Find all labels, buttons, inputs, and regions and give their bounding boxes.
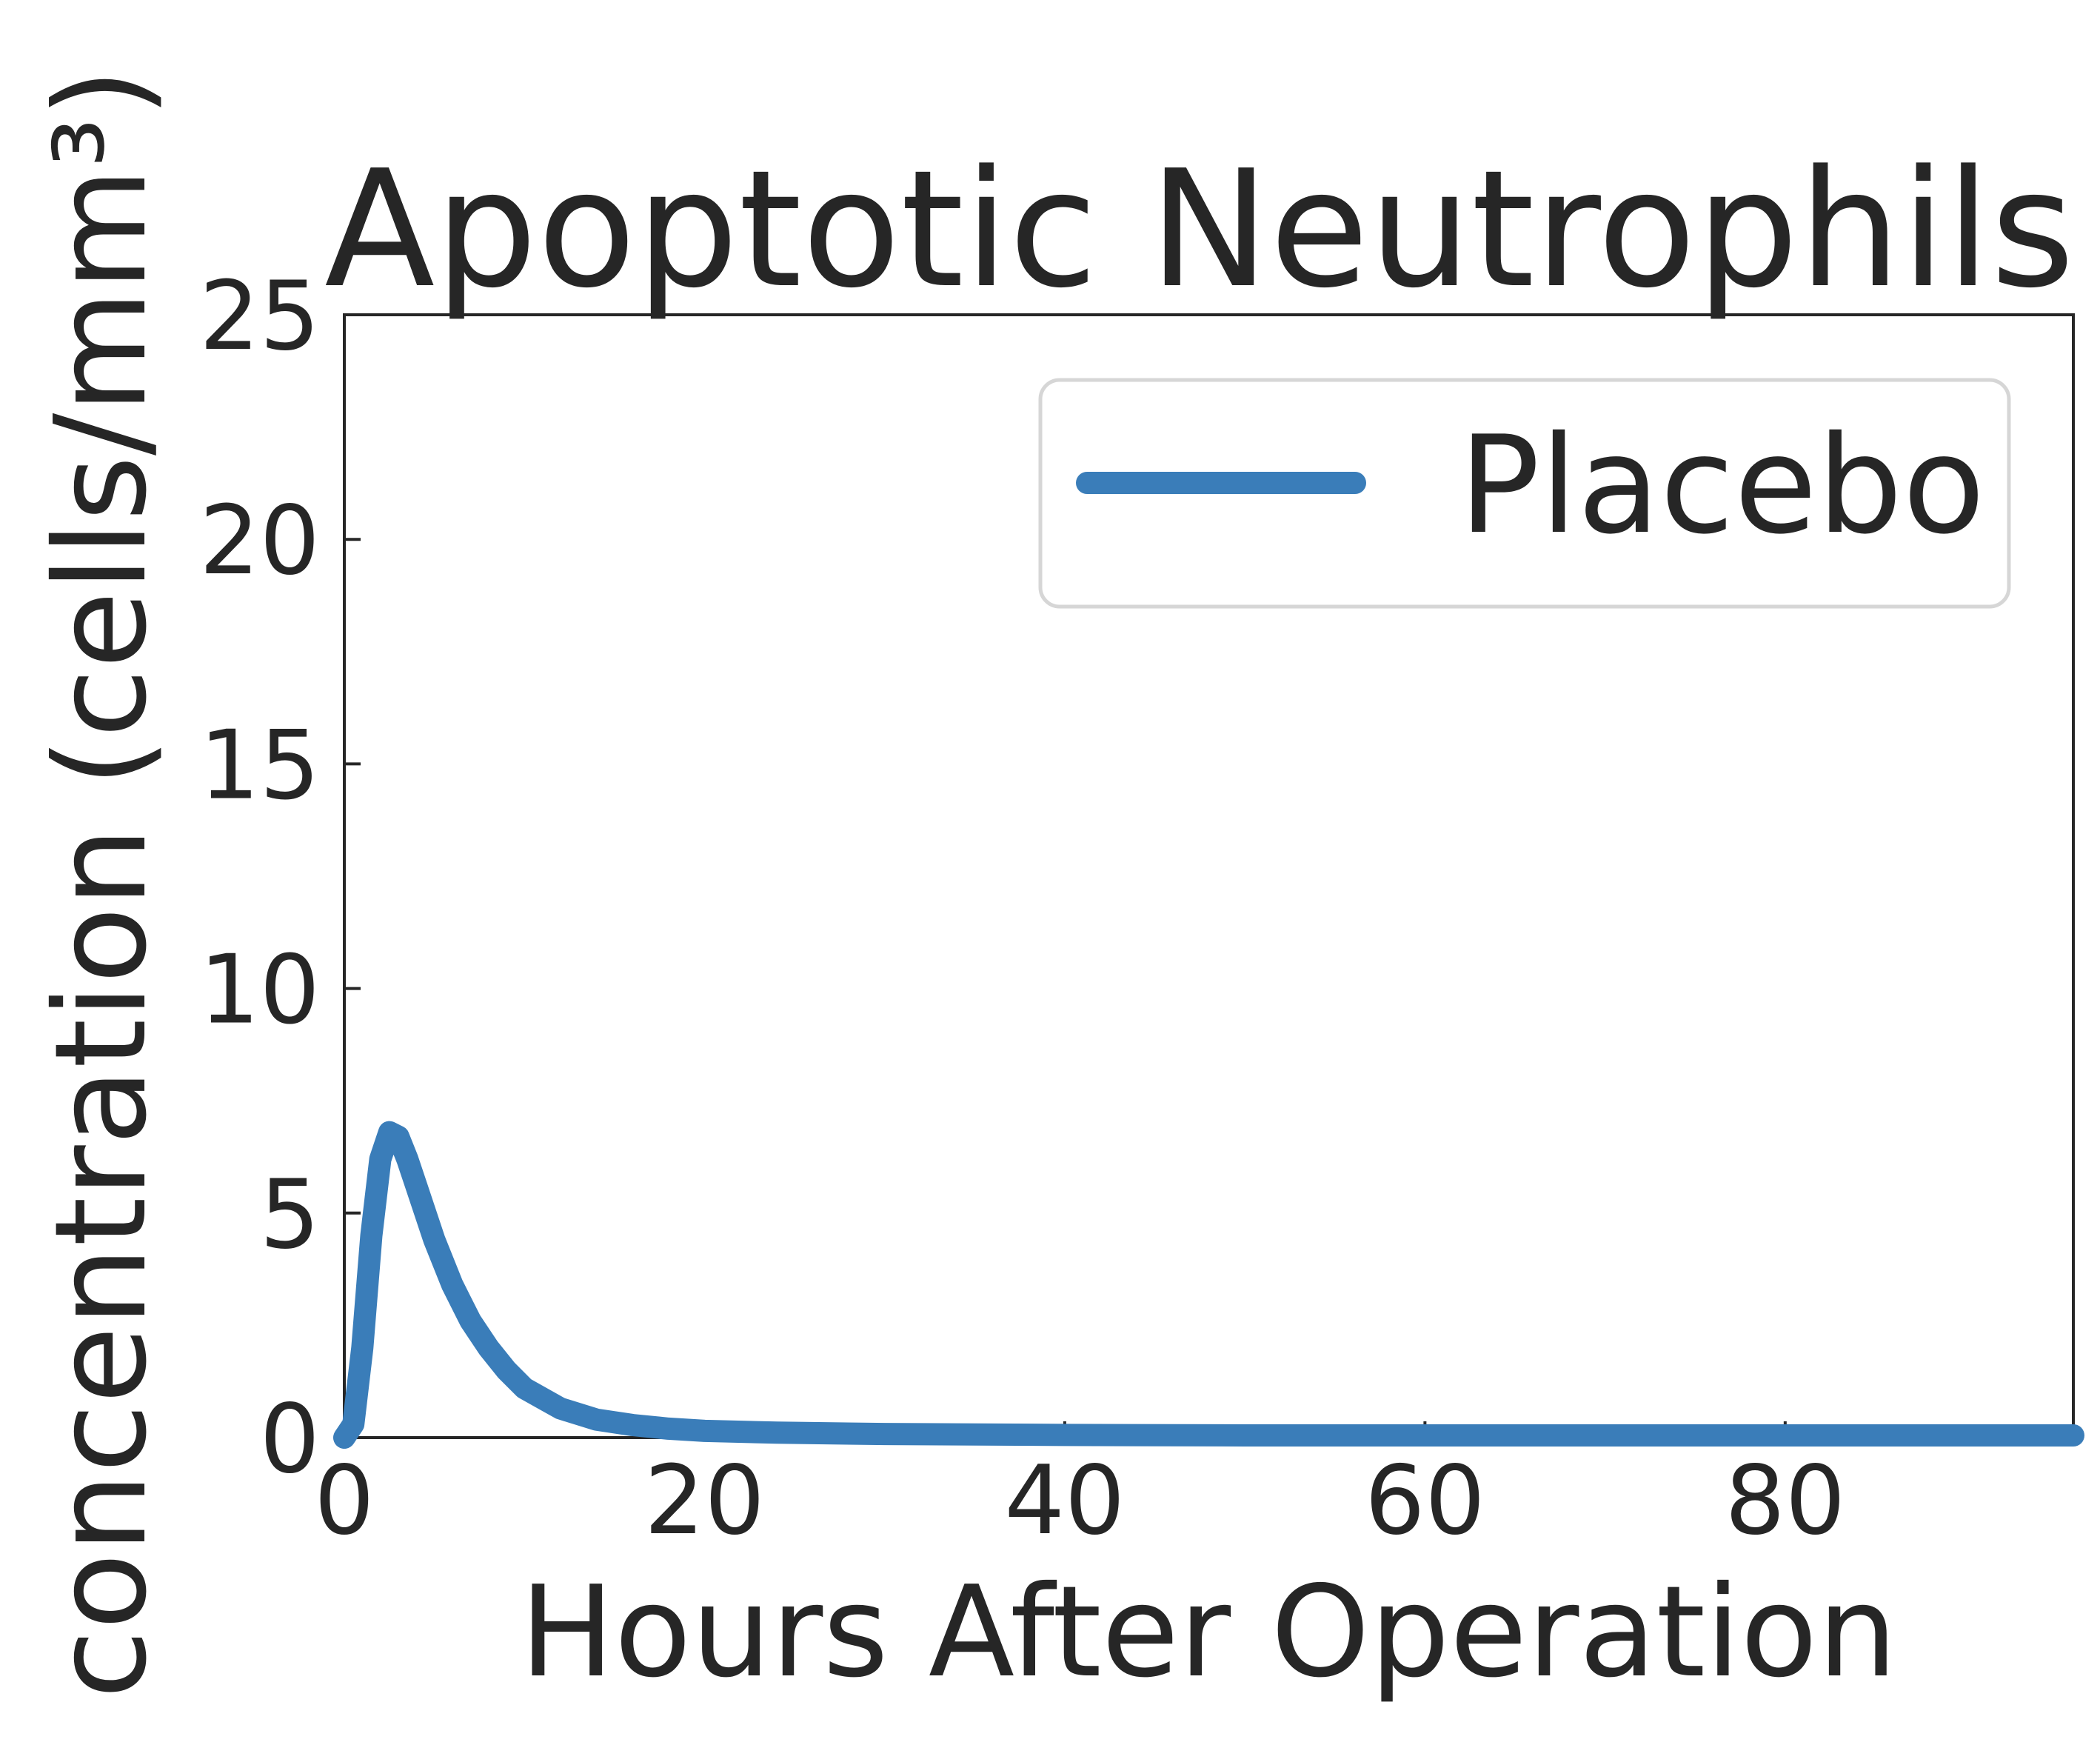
x-tick-label: 0 (314, 1446, 374, 1556)
x-axis-label: Hours After Operation (520, 1559, 1897, 1706)
y-tick-label: 0 (260, 1384, 320, 1495)
y-tick-label: 15 (199, 710, 320, 821)
y-tick-label: 20 (199, 486, 320, 596)
x-tick-label: 20 (644, 1446, 765, 1556)
chart-title: Apoptotic Neutrophils (324, 136, 2075, 324)
x-tick-label: 60 (1365, 1446, 1485, 1556)
legend: Placebo (1038, 378, 2011, 609)
axis-ticks: 0 20 40 60 80 0 5 10 15 20 25 (199, 261, 1845, 1556)
y-tick-label: 5 (260, 1160, 320, 1270)
y-tick-label: 10 (199, 935, 320, 1046)
y-axis-label: concentration (cells/mm³) (28, 68, 175, 1699)
x-tick-label: 80 (1725, 1446, 1845, 1556)
x-tick-label: 40 (1004, 1446, 1125, 1556)
series-line-placebo (333, 1121, 2084, 1449)
plot-area: 0 20 40 60 80 0 5 10 15 20 25 (199, 261, 2084, 1556)
legend-label-placebo: Placebo (1459, 407, 1985, 564)
y-tick-label: 25 (199, 261, 320, 372)
legend-box (1038, 378, 2011, 609)
series-layer (333, 1121, 2084, 1449)
